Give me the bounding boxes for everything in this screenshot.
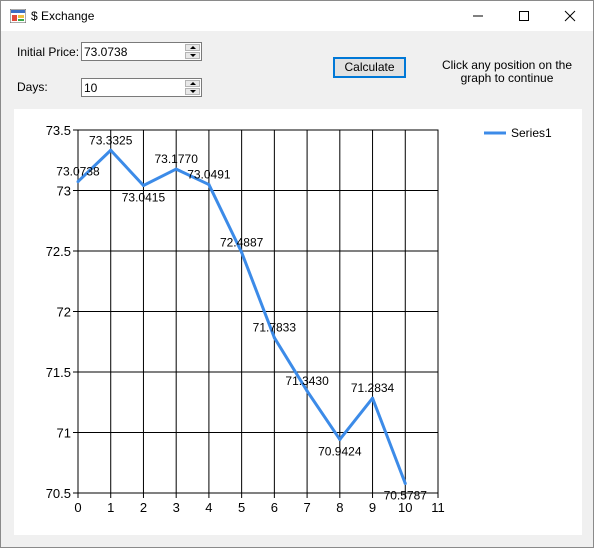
x-tick-label: 2 [140, 500, 147, 515]
days-input[interactable] [84, 80, 180, 95]
window-title: $ Exchange [31, 9, 95, 23]
chart-area[interactable]: 0 1 2 3 4 5 6 7 8 9 10 11 70.5 71 71.5 72 72.5 73 73.5 73.0… [14, 109, 582, 535]
x-tick-label: 11 [431, 500, 445, 515]
days-spin-buttons [185, 80, 200, 95]
x-tick-label: 5 [238, 500, 245, 515]
data-label: 73.0491 [187, 168, 231, 182]
initial-price-stepper[interactable] [81, 42, 202, 61]
days-up-arrow[interactable] [185, 80, 200, 87]
y-tick-label: 71.5 [46, 365, 71, 380]
y-tick-label: 72 [57, 305, 71, 320]
y-tick-label: 71 [57, 426, 71, 441]
initial-price-input[interactable] [84, 44, 180, 59]
x-tick-label: 3 [173, 500, 180, 515]
close-icon [564, 10, 576, 22]
data-point [207, 183, 211, 187]
legend-label: Series1 [511, 126, 552, 140]
days-down-arrow[interactable] [185, 88, 200, 95]
data-label: 73.0415 [122, 190, 166, 204]
calculate-button[interactable]: Calculate [333, 57, 406, 78]
minimize-button[interactable] [455, 1, 501, 31]
x-tick-label: 10 [398, 500, 412, 515]
title-bar: $ Exchange [1, 1, 593, 31]
data-point [371, 396, 375, 400]
data-point [305, 389, 309, 393]
data-point [403, 481, 407, 485]
data-label: 73.3325 [89, 133, 133, 147]
data-label: 71.7833 [253, 321, 297, 335]
x-tick-label: 6 [271, 500, 278, 515]
line-chart[interactable]: 0 1 2 3 4 5 6 7 8 9 10 11 70.5 71 71.5 72 72.5 73 73.5 73.0… [14, 109, 582, 535]
y-tick-label: 73.5 [46, 123, 71, 138]
data-point [174, 167, 178, 171]
hint-text: Click any position on the graph to conti… [441, 58, 573, 85]
initial-price-up-arrow[interactable] [185, 44, 200, 51]
data-label: 70.9424 [318, 444, 362, 458]
data-point [109, 148, 113, 152]
x-tick-label: 1 [107, 500, 114, 515]
data-point [141, 183, 145, 187]
initial-price-label: Initial Price: [17, 45, 80, 59]
close-button[interactable] [547, 1, 593, 31]
data-point [338, 437, 342, 441]
x-tick-label: 0 [74, 500, 81, 515]
minimize-icon [473, 15, 483, 17]
maximize-button[interactable] [501, 1, 547, 31]
x-tick-label: 8 [336, 500, 343, 515]
days-stepper[interactable] [81, 78, 202, 97]
y-tick-label: 72.5 [46, 244, 71, 259]
app-icon [10, 9, 26, 23]
data-point [272, 336, 276, 340]
data-label: 71.2834 [351, 381, 395, 395]
data-label: 73.1770 [154, 152, 198, 166]
data-point [240, 250, 244, 254]
days-label: Days: [17, 80, 48, 94]
initial-price-spin-buttons [185, 44, 200, 59]
initial-price-down-arrow[interactable] [185, 52, 200, 59]
y-tick-label: 73 [57, 184, 71, 199]
data-label: 71.3430 [285, 374, 329, 388]
maximize-icon [519, 11, 529, 21]
data-point [76, 180, 80, 184]
x-tick-label: 4 [205, 500, 212, 515]
x-tick-label: 9 [369, 500, 376, 515]
x-tick-label: 7 [303, 500, 310, 515]
data-label: 70.5787 [384, 488, 428, 502]
data-label: 72.4887 [220, 235, 264, 249]
data-label: 73.0738 [56, 165, 100, 179]
y-tick-label: 70.5 [46, 486, 71, 501]
